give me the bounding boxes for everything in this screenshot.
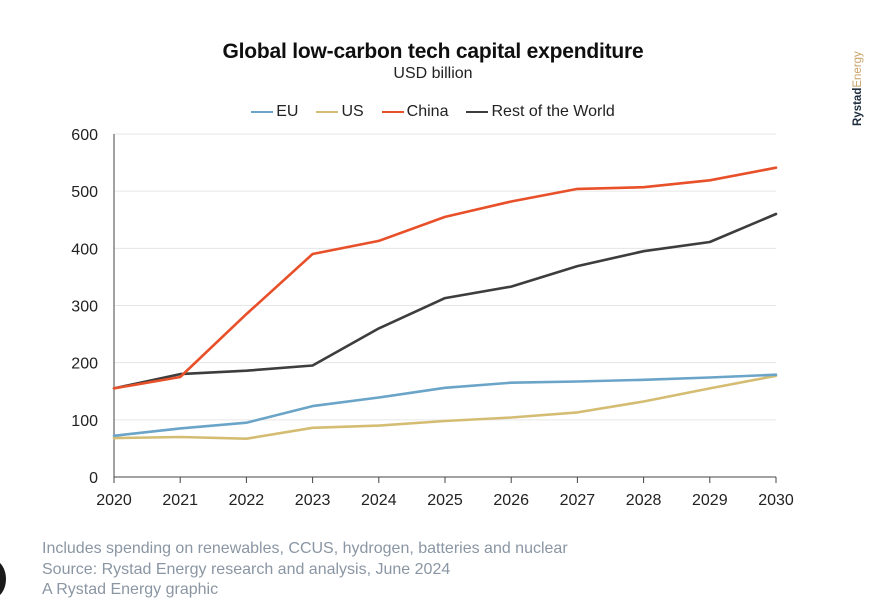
x-tick-label: 2024	[361, 492, 397, 509]
x-tick-label: 2029	[692, 492, 728, 509]
x-tick-label: 2020	[96, 492, 132, 509]
footnotes: Includes spending on renewables, CCUS, h…	[42, 539, 568, 601]
legend-swatch	[251, 111, 274, 113]
legend-item: US	[316, 103, 364, 121]
x-tick-label: 2025	[427, 492, 463, 509]
legend-label: China	[406, 103, 449, 120]
brand-logo: RystadEnergy	[847, 44, 867, 128]
chart-title: Global low-carbon tech capital expenditu…	[222, 40, 644, 63]
legend-swatch	[316, 111, 339, 113]
x-axis-ticks: 2020 2021 2022 2023 2024 2025 2026 2027 2028 2029…	[96, 477, 794, 509]
y-tick-label: 500	[71, 184, 98, 201]
brand-logo-text: RystadEnergy	[852, 51, 864, 126]
legend-swatch	[381, 111, 404, 113]
x-tick-label: 2030	[758, 492, 794, 509]
legend-label: EU	[276, 103, 299, 120]
legend-item: EU	[251, 103, 298, 121]
legend-item: Rest of the World	[466, 103, 615, 121]
legend-swatch	[466, 111, 489, 113]
x-tick-label: 2023	[295, 492, 331, 509]
gridlines	[114, 133, 776, 421]
legend-label: Rest of the World	[491, 103, 615, 120]
footnote-scope: Includes spending on renewables, CCUS, h…	[42, 540, 568, 557]
y-tick-label: 0	[89, 470, 98, 487]
brand-logo-mark: RystadEnergy	[852, 51, 864, 126]
y-tick-label: 200	[71, 356, 98, 373]
x-tick-label: 2022	[229, 492, 265, 509]
y-tick-label: 300	[71, 299, 98, 316]
series-lines	[112, 166, 778, 441]
x-tick-label: 2028	[626, 492, 662, 509]
legend-label: US	[341, 103, 364, 120]
x-tick-label: 2021	[162, 492, 198, 509]
series-line-eu	[112, 373, 778, 438]
y-tick-label: 100	[71, 413, 98, 430]
footnote-source: Source: Rystad Energy research and analy…	[42, 560, 451, 578]
x-tick-label: 2027	[560, 492, 596, 509]
corner-badge	[0, 560, 6, 598]
x-tick-label: 2026	[493, 492, 529, 509]
series-line-us	[112, 374, 778, 441]
footnote-credit: A Rystad Energy graphic	[42, 581, 219, 598]
chart-legend: EU US China Rest of the World	[0, 103, 866, 121]
y-axis-ticks: 0 100 200 300 400 500 600	[71, 127, 98, 487]
y-tick-label: 400	[71, 241, 98, 258]
series-line-rest-of-the-world	[112, 212, 778, 390]
y-tick-label: 600	[71, 127, 98, 144]
chart-subtitle: USD billion	[393, 65, 473, 82]
series-line-china	[112, 166, 778, 390]
legend-item: China	[381, 103, 449, 121]
